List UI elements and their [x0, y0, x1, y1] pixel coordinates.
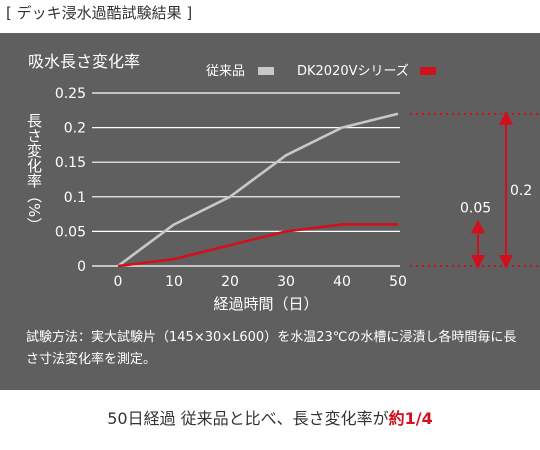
summary-text: 50日経過 従来品と比べ、長さ変化率が [107, 409, 389, 428]
test-method-note: 試験方法：実大試験片（145×30×L600）を水温23℃の水槽に浸漬し各時間毎… [26, 330, 517, 367]
y-tick-label: 0.05 [55, 224, 86, 240]
x-tick-label: 0 [114, 274, 123, 290]
y-tick-label: 0.15 [55, 155, 86, 171]
line-chart: 0 0.05 0.1 0.15 0.2 0.25 0 10 20 30 40 50 経過時間（日） 長さ変… [25, 63, 540, 313]
summary-footer: 50日経過 従来品と比べ、長さ変化率が約1/4 [0, 405, 540, 429]
y-tick-label: 0.2 [64, 121, 86, 137]
legend-label-2: DK2020Vシリーズ [297, 63, 409, 79]
x-axis-label: 経過時間（日） [213, 295, 318, 313]
x-tick-label: 40 [333, 274, 351, 290]
series-line-1 [117, 112, 399, 268]
y-axis-label: 長さ変化率（%） [25, 113, 43, 232]
x-tick-label: 50 [389, 274, 407, 290]
y-tick-label: 0 [77, 259, 86, 275]
x-tick-label: 30 [277, 274, 295, 290]
y-tick-label: 0.25 [55, 86, 86, 102]
y-tick-label: 0.1 [64, 190, 86, 206]
annotation-label-dk2020v: 0.05 [460, 200, 491, 216]
legend-label-1: 従来品 [206, 64, 245, 79]
x-tick-label: 10 [165, 274, 183, 290]
series-line-2 [117, 223, 398, 268]
annotation-label-conventional: 0.2 [510, 183, 532, 199]
x-tick-label: 20 [221, 274, 239, 290]
summary-highlight: 約1/4 [388, 409, 433, 428]
section-label: [ デッキ浸水過酷試験結果 ] [6, 4, 193, 22]
chart-title: 吸水長さ変化率 [28, 52, 141, 71]
legend-swatch-2 [420, 67, 436, 75]
legend-swatch-1 [258, 67, 274, 75]
